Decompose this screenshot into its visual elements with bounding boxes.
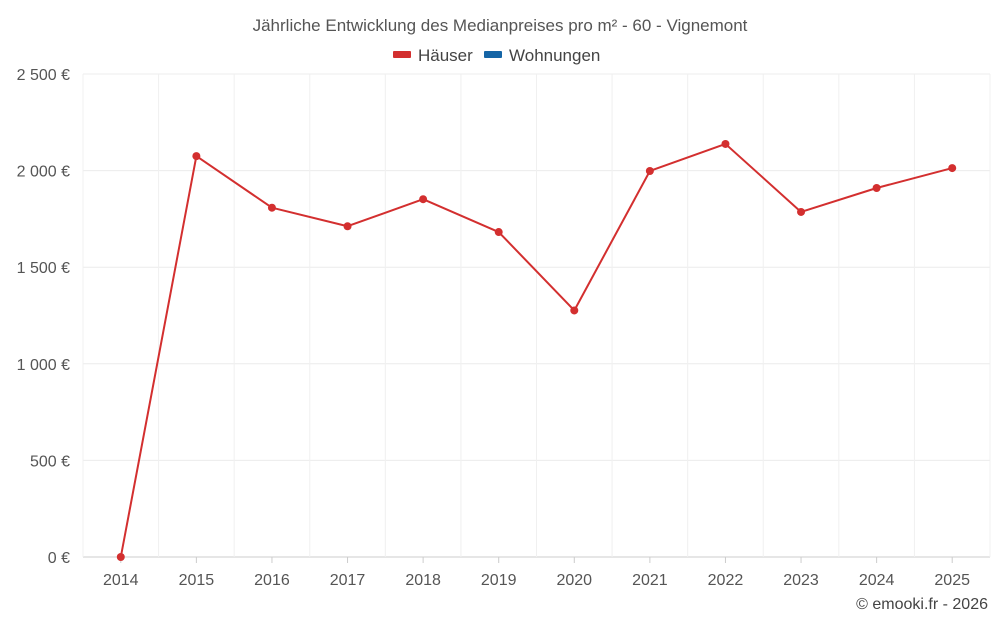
x-tick-label: 2023 (783, 572, 819, 589)
data-point-haeuser[interactable] (494, 228, 503, 237)
x-tick-label: 2014 (103, 572, 139, 589)
legend-swatch-haeuser (393, 51, 411, 58)
x-tick-label: 2019 (481, 572, 517, 589)
credit-text: © emooki.fr - 2026 (856, 596, 988, 613)
data-point-haeuser[interactable] (797, 207, 806, 216)
y-tick-label: 0 € (48, 550, 70, 567)
y-tick-label: 1 000 € (17, 357, 70, 374)
x-tick-label: 2024 (859, 572, 895, 589)
data-point-haeuser[interactable] (267, 203, 276, 212)
x-tick-label: 2025 (934, 572, 970, 589)
y-tick-label: 2 500 € (17, 67, 70, 84)
series-line-haeuser (119, 142, 953, 558)
y-tick-label: 500 € (30, 453, 70, 470)
x-tick-label: 2021 (632, 572, 668, 589)
y-axis: 0 € 500 € 1 000 € 1 500 € 2 000 € 2 500 € (17, 67, 70, 567)
series-haeuser (116, 139, 957, 561)
legend-swatch-wohnungen (484, 51, 502, 58)
y-tick-label: 2 000 € (17, 164, 70, 181)
data-point-haeuser[interactable] (192, 152, 201, 161)
legend-label-wohnungen[interactable]: Wohnungen (509, 46, 600, 65)
legend: Häuser Wohnungen (393, 46, 600, 65)
x-tick-label: 2017 (330, 572, 366, 589)
x-tick-label: 2018 (405, 572, 441, 589)
x-axis: 2014 2015 2016 2017 2018 2019 2020 2021 2022 2023… (103, 557, 970, 589)
grid (82, 73, 991, 558)
x-tick-label: 2020 (556, 572, 592, 589)
x-tick-label: 2015 (179, 572, 215, 589)
data-point-haeuser[interactable] (570, 306, 579, 315)
data-point-haeuser[interactable] (721, 139, 730, 148)
data-point-haeuser[interactable] (872, 183, 881, 192)
data-point-haeuser[interactable] (645, 166, 654, 175)
x-tick-label: 2016 (254, 572, 290, 589)
data-point-haeuser[interactable] (948, 164, 957, 173)
y-tick-label: 1 500 € (17, 260, 70, 277)
data-point-haeuser[interactable] (419, 195, 428, 204)
data-point-haeuser[interactable] (116, 553, 125, 561)
legend-label-haeuser[interactable]: Häuser (418, 46, 473, 65)
chart-title: Jährliche Entwicklung des Medianpreises … (253, 16, 748, 35)
x-tick-label: 2022 (708, 572, 744, 589)
data-point-haeuser[interactable] (343, 222, 352, 231)
